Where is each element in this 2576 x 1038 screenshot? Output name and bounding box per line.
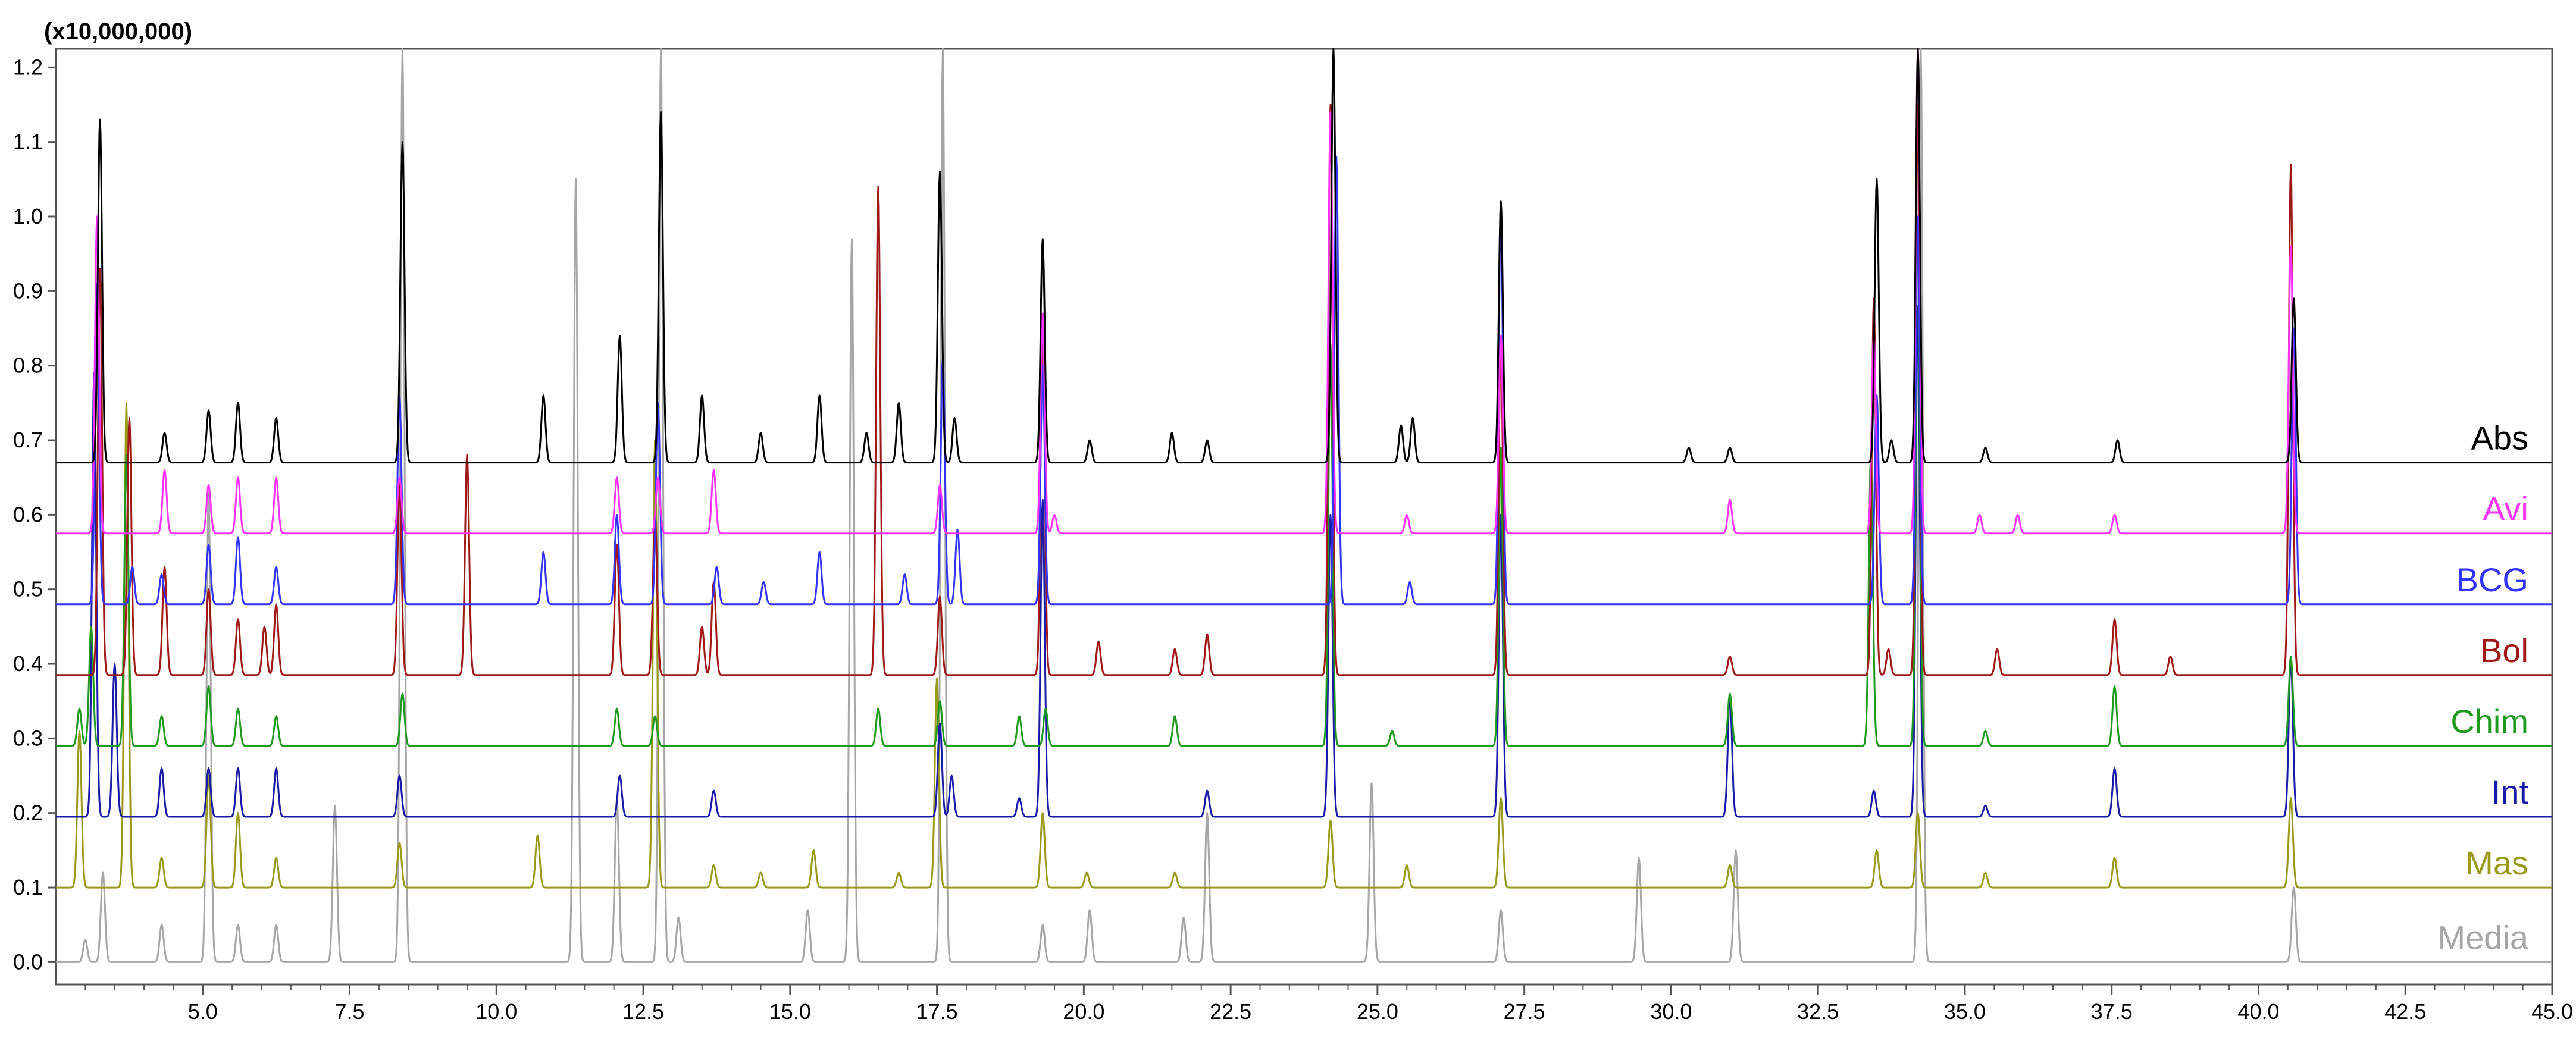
trace-bol	[55, 104, 2553, 676]
x-tick-label: 7.5	[335, 999, 365, 1024]
series-label-abs: Abs	[2471, 419, 2529, 457]
series-label-bol: Bol	[2480, 632, 2528, 669]
series-label-bcg: BCG	[2456, 561, 2528, 598]
x-tick-label: 42.5	[2384, 999, 2426, 1024]
series-label-avi: Avi	[2483, 490, 2528, 528]
x-tick-label: 45.0	[2531, 999, 2573, 1024]
y-tick-label: 0.5	[13, 577, 43, 601]
y-axis: 0.0 0.1 0.2 0.3 0.4 0.5 0.6 0.7 0.8 0.9 1.0 1.1 1.2	[13, 55, 56, 974]
x-tick-label: 12.5	[622, 999, 664, 1024]
y-tick-label: 0.1	[13, 875, 43, 899]
y-tick-label: 1.2	[13, 55, 43, 79]
y-tick-label: 0.0	[13, 949, 43, 974]
x-tick-label: 10.0	[475, 999, 517, 1024]
x-tick-label: 32.5	[1797, 999, 1839, 1024]
series-label-media: Media	[2437, 918, 2528, 956]
x-tick-label: 5.0	[188, 999, 218, 1024]
y-tick-label: 0.3	[13, 726, 43, 750]
x-axis: 5.0 7.5 10.0 12.5 15.0 17.5 20.0 22.5 25.0 27.5 30…	[84, 984, 2573, 1024]
x-tick-label: 27.5	[1504, 999, 1545, 1024]
trace-chim	[55, 215, 2553, 747]
trace-media	[55, 48, 2553, 963]
y-tick-label: 0.9	[13, 278, 43, 303]
x-tick-label: 35.0	[1944, 999, 1986, 1024]
y-tick-label: 0.6	[13, 502, 43, 526]
x-tick-label: 25.0	[1357, 999, 1398, 1024]
y-tick-label: 0.8	[13, 353, 43, 378]
series-label-chim: Chim	[2450, 703, 2528, 740]
series-label-mas: Mas	[2465, 844, 2528, 882]
y-tick-label: 0.7	[13, 428, 43, 452]
x-tick-label: 40.0	[2237, 999, 2279, 1024]
x-tick-label: 22.5	[1210, 999, 1251, 1024]
y-tick-label: 0.2	[13, 801, 43, 825]
x-tick-label: 37.5	[2091, 999, 2133, 1024]
x-tick-label: 30.0	[1650, 999, 1692, 1024]
plot-frame	[55, 48, 2553, 986]
series-label-int: Int	[2492, 773, 2529, 811]
y-tick-label: 1.0	[13, 204, 43, 228]
trace-bcg	[55, 156, 2553, 606]
x-tick-label: 15.0	[769, 999, 811, 1024]
x-tick-label: 17.5	[916, 999, 958, 1024]
y-tick-label: 1.1	[13, 130, 43, 154]
y-tick-label: 0.4	[13, 651, 43, 676]
trace-avi	[55, 48, 2553, 535]
trace-int	[55, 305, 2553, 818]
series-labels: Abs Avi BCG Bol Chim Int Mas Media	[2437, 419, 2528, 957]
trace-abs	[55, 48, 2553, 464]
series-traces	[55, 48, 2553, 963]
trace-mas	[55, 402, 2553, 889]
y-scale-label: (x10,000,000)	[44, 18, 192, 45]
x-tick-label: 20.0	[1063, 999, 1104, 1024]
